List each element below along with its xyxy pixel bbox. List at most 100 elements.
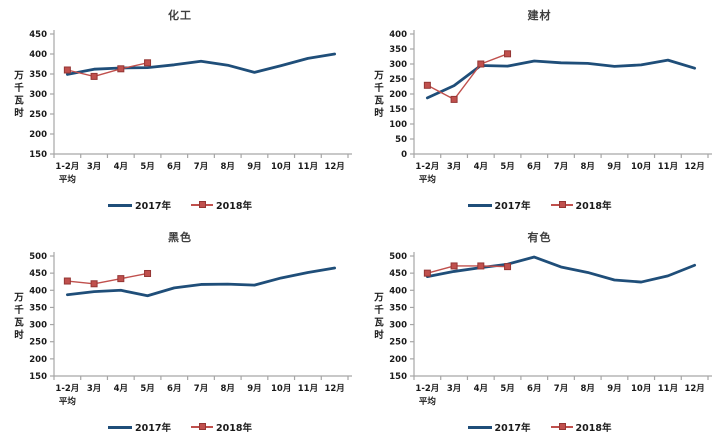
series-line-2017年 <box>65 266 337 298</box>
x-tick-label: 7月 <box>194 162 208 172</box>
legend-item-2018: 2018年 <box>191 420 252 434</box>
y-tick-label: 150 <box>389 372 407 382</box>
legend-line-swatch-2017 <box>108 425 133 429</box>
legend-item-2018: 2018年 <box>550 420 611 434</box>
legend-item-2017: 2017年 <box>108 198 171 212</box>
x-tick-label: 3月 <box>446 384 460 394</box>
legend-label: 2018年 <box>216 423 252 434</box>
y-tick-label: 50 <box>395 135 407 145</box>
series-line-2017年 <box>65 52 337 76</box>
legend-item-2018: 2018年 <box>191 198 252 212</box>
y-tick-label: 400 <box>29 50 47 60</box>
square-marker-icon <box>199 201 206 208</box>
chart-legend: 2017年 2018年 <box>108 198 252 212</box>
chart-title: 化工 <box>168 9 192 22</box>
x-tick-label: 1-2月 <box>55 162 79 172</box>
x-tick-label: 4月 <box>473 162 487 172</box>
chart-legend: 2017年 2018年 <box>467 420 611 434</box>
square-marker-icon <box>558 201 566 208</box>
x-tick-label: 10月 <box>631 162 651 172</box>
data-point-marker <box>476 60 484 68</box>
x-tick-label: 5月 <box>500 384 514 394</box>
y-tick-label: 300 <box>389 321 407 331</box>
data-point-marker <box>503 263 511 271</box>
legend-item-2017: 2017年 <box>108 420 171 434</box>
legend-line-swatch-2018 <box>191 201 213 208</box>
legend-label: 2017年 <box>494 201 531 212</box>
y-axis-title-char: 万 <box>13 292 24 303</box>
data-point-marker <box>423 269 431 277</box>
data-point-marker <box>450 95 458 103</box>
x-tick-label-line2: 平均 <box>59 396 77 407</box>
legend-line-swatch-2018 <box>550 201 573 208</box>
legend-line-swatch-2017 <box>108 203 133 207</box>
legend-item-2017: 2017年 <box>467 420 531 434</box>
y-tick-label: 350 <box>29 70 47 80</box>
y-tick-label: 250 <box>29 110 47 120</box>
x-tick-label: 8月 <box>221 162 235 172</box>
y-tick-label: 300 <box>29 321 47 331</box>
legend-line-swatch-2017 <box>467 425 492 429</box>
x-tick-label: 12月 <box>324 384 344 394</box>
x-tick-label: 7月 <box>194 384 208 394</box>
y-tick-label: 150 <box>29 150 47 160</box>
data-point-marker <box>144 269 152 277</box>
chart-title: 黑色 <box>168 231 192 244</box>
y-tick-label: 150 <box>29 372 47 382</box>
y-tick-label: 200 <box>389 355 407 365</box>
x-tick-label: 8月 <box>580 384 594 394</box>
data-point-marker <box>63 277 71 285</box>
y-tick-label: 350 <box>389 303 407 313</box>
data-point-marker <box>90 72 98 80</box>
y-tick-label: 450 <box>29 269 47 279</box>
x-tick-label: 12月 <box>684 384 704 394</box>
x-tick-label: 10月 <box>271 162 291 172</box>
legend-label: 2017年 <box>494 423 531 434</box>
x-tick-label: 6月 <box>167 384 181 394</box>
series-line-2017年 <box>425 58 696 100</box>
y-tick-label: 100 <box>389 120 407 130</box>
x-tick-label: 9月 <box>607 162 621 172</box>
y-axis-title-char: 时 <box>14 329 24 341</box>
x-tick-label: 5月 <box>140 162 154 172</box>
x-tick-label: 7月 <box>553 384 567 394</box>
data-point-marker <box>117 275 125 283</box>
x-tick-label: 6月 <box>167 162 181 172</box>
x-tick-label: 9月 <box>247 384 261 394</box>
x-tick-label: 12月 <box>324 162 344 172</box>
x-tick-label: 5月 <box>500 162 514 172</box>
legend-label: 2018年 <box>575 201 612 212</box>
data-point-marker <box>117 65 125 73</box>
legend-line-swatch-2018 <box>550 423 573 430</box>
y-axis-title-char: 千 <box>14 304 24 316</box>
y-tick-label: 150 <box>389 105 407 115</box>
x-tick-label: 12月 <box>684 162 704 172</box>
x-tick-label: 10月 <box>271 384 291 394</box>
y-axis-title-char: 瓦 <box>374 95 384 106</box>
x-tick-label-line2: 平均 <box>418 396 436 407</box>
y-axis-title-char: 时 <box>374 107 384 119</box>
y-axis-title-char: 千 <box>374 304 384 316</box>
series-line-2018年 <box>66 62 149 78</box>
y-axis-title-char: 瓦 <box>14 95 24 106</box>
y-tick-label: 400 <box>389 30 407 40</box>
x-tick-label: 4月 <box>114 162 128 172</box>
y-tick-label: 400 <box>389 286 407 296</box>
chart-legend: 2017年 2018年 <box>108 420 252 434</box>
data-point-marker <box>503 50 511 58</box>
chart-panel-building-materials: 建材 0 50 100 150 200 250 300 350 400 1-2月 平均 3月 4月 5月 6… <box>360 0 719 222</box>
x-tick-label: 11月 <box>298 384 318 394</box>
y-axis-title-char: 万 <box>13 70 24 81</box>
data-point-marker <box>423 81 431 89</box>
x-tick-label: 3月 <box>87 162 101 172</box>
y-tick-label: 0 <box>401 150 407 160</box>
x-tick-label: 6月 <box>527 384 541 394</box>
series-line-2018年 <box>426 265 508 274</box>
chart-title: 建材 <box>527 9 552 22</box>
legend-label: 2017年 <box>135 201 171 212</box>
x-tick-label-line2: 平均 <box>59 174 77 185</box>
x-tick-label: 1-2月 <box>55 384 79 394</box>
y-tick-label: 300 <box>389 60 407 70</box>
